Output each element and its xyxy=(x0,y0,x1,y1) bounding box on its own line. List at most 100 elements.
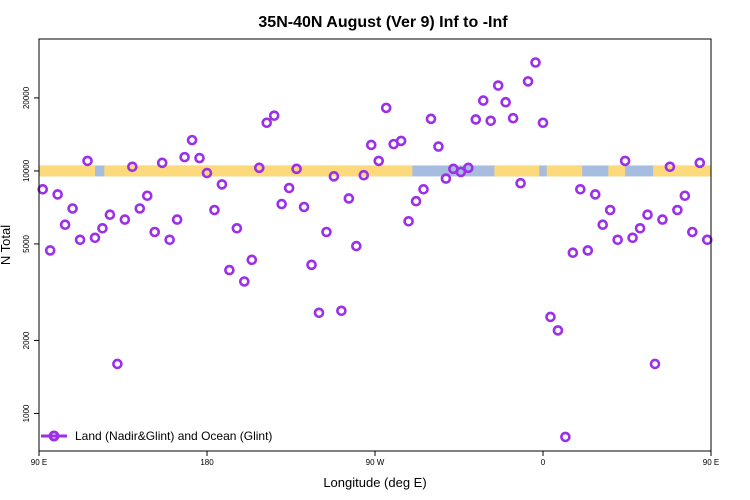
data-point xyxy=(679,190,691,202)
data-point xyxy=(59,219,71,231)
data-point xyxy=(253,162,265,174)
y-axis-label: N Total xyxy=(0,225,13,265)
data-point xyxy=(321,226,332,238)
data-point xyxy=(545,311,556,323)
data-point xyxy=(530,57,541,68)
legend: Land (Nadir&Glint) and Ocean (Glint) xyxy=(41,429,272,443)
land-band-segment xyxy=(608,165,626,177)
data-point xyxy=(156,157,168,169)
data-point xyxy=(261,117,273,129)
data-point xyxy=(306,259,317,271)
chart-title: 35N-40N August (Ver 9) Inf to -Inf xyxy=(258,14,508,31)
data-point xyxy=(604,204,616,216)
data-point xyxy=(687,226,698,238)
data-point xyxy=(201,167,213,179)
data-point xyxy=(112,358,123,370)
data-point xyxy=(276,198,287,210)
data-point xyxy=(470,114,482,125)
data-point xyxy=(500,96,511,108)
data-point xyxy=(37,183,49,195)
data-point xyxy=(455,166,467,178)
data-point xyxy=(44,245,56,256)
x-tick-label: 0 xyxy=(541,458,546,467)
data-point xyxy=(552,325,564,336)
data-point xyxy=(104,209,116,220)
data-point xyxy=(627,232,638,244)
axis-ticks: 90 E 180 90 W 0 90 E 1000 2000 5000 10000 20000 xyxy=(22,86,719,467)
data-point xyxy=(268,110,280,121)
data-point xyxy=(425,113,437,125)
data-point xyxy=(186,134,198,146)
data-point xyxy=(410,195,422,207)
data-point xyxy=(52,189,63,200)
data-point xyxy=(97,223,108,234)
data-point xyxy=(507,112,519,124)
data-point xyxy=(463,162,474,174)
data-point xyxy=(418,183,429,195)
data-point xyxy=(440,173,452,184)
x-tick-label: 90 E xyxy=(31,458,47,467)
data-point xyxy=(365,139,377,151)
legend-marker xyxy=(48,430,60,442)
data-point xyxy=(164,234,175,246)
data-point xyxy=(209,204,220,216)
data-point xyxy=(403,215,414,227)
y-tick-label: 2000 xyxy=(22,331,31,349)
data-point xyxy=(89,232,101,244)
data-point xyxy=(567,247,579,259)
data-point xyxy=(612,234,623,246)
data-point xyxy=(664,161,676,173)
data-points xyxy=(37,57,713,443)
data-point xyxy=(313,307,325,319)
data-point xyxy=(477,95,489,106)
land-band-segment xyxy=(653,165,711,177)
data-point xyxy=(298,201,310,213)
data-point xyxy=(642,209,653,220)
data-point xyxy=(67,203,78,214)
data-point xyxy=(649,358,661,370)
data-point xyxy=(74,234,86,246)
data-point xyxy=(522,76,534,87)
data-point xyxy=(119,214,131,225)
data-point xyxy=(433,141,444,152)
data-point xyxy=(492,80,504,91)
data-point xyxy=(179,151,190,163)
data-point xyxy=(358,169,370,181)
land-ocean-band xyxy=(39,165,711,177)
y-tick-label: 20000 xyxy=(22,86,31,109)
data-point xyxy=(560,431,571,443)
data-point xyxy=(343,193,355,204)
data-point xyxy=(351,240,362,252)
data-point xyxy=(657,214,668,225)
data-point xyxy=(380,102,392,114)
data-point xyxy=(582,245,594,256)
data-point xyxy=(231,223,243,234)
legend-label: Land (Nadir&Glint) and Ocean (Glint) xyxy=(75,429,272,443)
data-point xyxy=(328,171,340,182)
land-band-segment xyxy=(546,165,583,177)
data-point xyxy=(149,226,161,238)
data-point xyxy=(246,254,258,266)
data-point xyxy=(619,155,631,167)
data-point xyxy=(373,155,385,167)
data-point xyxy=(171,214,183,225)
data-point xyxy=(672,204,683,216)
data-point xyxy=(141,190,153,202)
x-axis-label: Longitude (deg E) xyxy=(323,475,426,490)
data-point xyxy=(537,117,549,129)
data-point xyxy=(82,155,93,167)
plot-frame xyxy=(38,38,712,452)
data-point xyxy=(589,189,601,200)
data-point xyxy=(597,219,609,231)
data-point xyxy=(216,179,228,190)
data-point xyxy=(485,115,497,127)
data-point xyxy=(395,135,407,147)
data-point xyxy=(336,305,347,317)
data-point xyxy=(194,152,205,164)
data-point xyxy=(127,161,138,173)
y-tick-label: 1000 xyxy=(22,404,31,422)
data-point xyxy=(224,264,235,276)
data-point xyxy=(291,163,302,175)
data-point xyxy=(134,203,146,214)
data-point xyxy=(515,177,526,189)
